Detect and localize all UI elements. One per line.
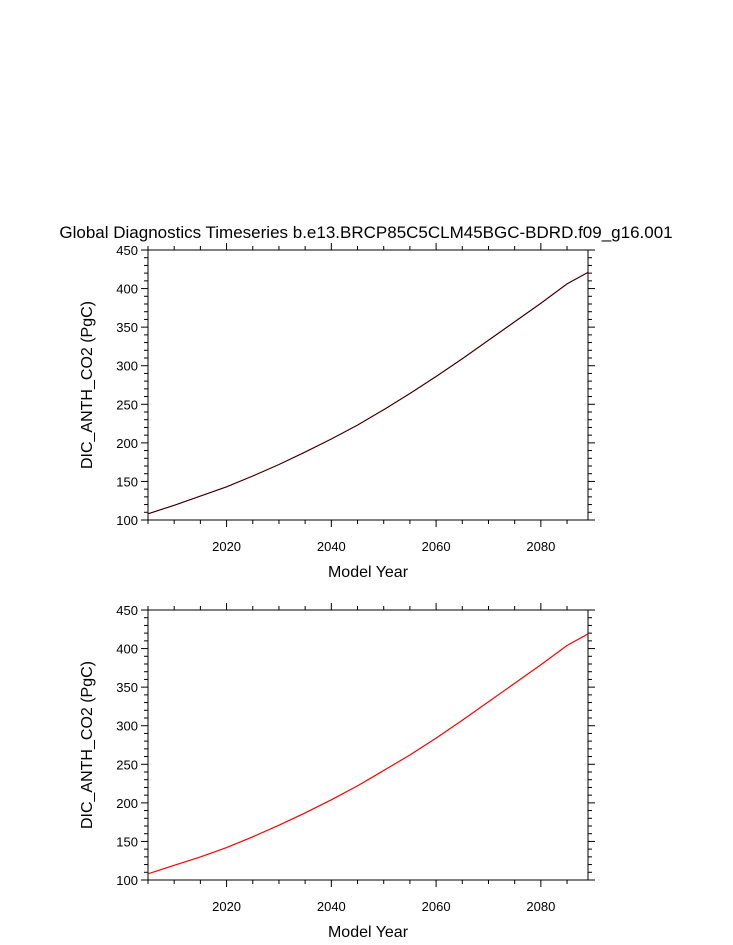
- y-tick-label: 100: [116, 873, 138, 888]
- x-tick-label: 2040: [317, 539, 346, 554]
- series-line: [147, 633, 589, 875]
- chart-title: Global Diagnostics Timeseries b.e13.BRCP…: [59, 223, 672, 242]
- y-tick-label: 400: [116, 642, 138, 657]
- y-tick-label: 350: [116, 680, 138, 695]
- y-axis-label: DIC_ANTH_CO2 (PgC): [79, 301, 96, 469]
- series-line: [147, 272, 589, 515]
- plot-frame: [147, 249, 589, 521]
- x-axis-label: Model Year: [328, 924, 409, 941]
- x-tick-label: 2060: [422, 899, 451, 914]
- plot-bottom: 2020 2040 2060 2080 100 150 200 250 300 350 400 450…: [79, 603, 595, 941]
- x-tick-label: 2020: [212, 899, 241, 914]
- y-tick-label: 450: [116, 243, 138, 258]
- y-tick-label: 300: [116, 719, 138, 734]
- x-tick-label: 2080: [526, 899, 555, 914]
- y-tick-label: 450: [116, 603, 138, 618]
- x-tick-label: 2020: [212, 539, 241, 554]
- series-line: [147, 271, 589, 515]
- y-tick-label: 250: [116, 397, 138, 412]
- x-tick-label: 2060: [422, 539, 451, 554]
- y-tick-label: 100: [116, 513, 138, 528]
- y-axis-label: DIC_ANTH_CO2 (PgC): [79, 661, 96, 829]
- y-tick-label: 300: [116, 359, 138, 374]
- x-tick-label: 2080: [526, 539, 555, 554]
- y-tick-label: 350: [116, 320, 138, 335]
- y-tick-label: 150: [116, 474, 138, 489]
- x-axis-label: Model Year: [328, 564, 409, 581]
- y-tick-label: 200: [116, 436, 138, 451]
- x-tick-label: 2040: [317, 899, 346, 914]
- plot-top: 2020 2040 2060 2080 100 150 200 250 300 350 400 450…: [79, 243, 595, 581]
- y-tick-label: 150: [116, 834, 138, 849]
- y-tick-label: 200: [116, 796, 138, 811]
- y-tick-label: 250: [116, 757, 138, 772]
- y-tick-label: 400: [116, 282, 138, 297]
- plot-frame: [147, 609, 589, 881]
